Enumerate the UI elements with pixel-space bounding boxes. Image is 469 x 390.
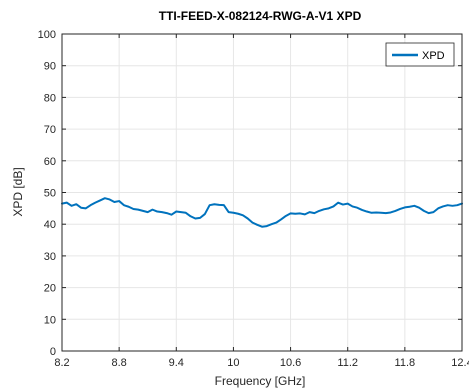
y-tick-label: 50 [44,188,56,200]
x-tick-label: 11.8 [395,357,416,369]
x-tick-label: 11.2 [337,357,358,369]
x-axis-label: Frequency [GHz] [215,374,306,388]
x-tick-label: 10.6 [280,357,301,369]
y-tick-label: 90 [44,61,56,73]
y-tick-label: 20 [44,283,56,295]
x-tick-label: 12.4 [451,357,469,369]
y-tick-label: 80 [44,92,56,104]
x-tick-label: 8.8 [111,357,126,369]
legend: XPD [386,43,454,66]
y-tick-label: 100 [38,29,56,41]
legend-label-xpd: XPD [422,50,445,62]
y-tick-label: 70 [44,124,56,136]
x-tick-label: 9.4 [169,357,184,369]
y-axis-label: XPD [dB] [11,167,25,216]
y-tick-label: 60 [44,156,56,168]
y-tick-label: 10 [44,314,56,326]
chart-title: TTI-FEED-X-082124-RWG-A-V1 XPD [159,9,362,23]
y-tick-label: 0 [50,346,56,358]
y-tick-label: 30 [44,251,56,263]
y-tick-label: 40 [44,219,56,231]
x-tick-label: 8.2 [54,357,69,369]
x-tick-label: 10 [227,357,239,369]
